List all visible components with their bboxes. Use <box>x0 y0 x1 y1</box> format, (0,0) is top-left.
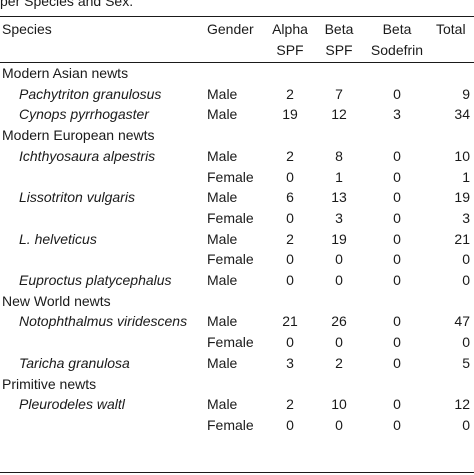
header-sodefrin-line2: Sodefrin <box>370 42 424 58</box>
alpha-spf-cell: 0 <box>286 334 294 351</box>
header-sodefrin-line1: Beta <box>382 21 412 37</box>
total-cell: 10 <box>454 147 470 164</box>
beta-spf-cell: 10 <box>331 396 347 413</box>
header-alpha-line1: Alpha <box>272 21 308 37</box>
total-cell: 0 <box>462 416 470 433</box>
alpha-spf-cell: 0 <box>286 416 294 433</box>
total-cell: 9 <box>462 85 470 102</box>
gender-cell: Female <box>207 334 254 351</box>
alpha-spf-cell: 0 <box>286 209 294 226</box>
alpha-spf-cell: 2 <box>286 147 294 164</box>
total-cell: 0 <box>462 334 470 351</box>
gender-cell: Male <box>207 272 238 288</box>
beta-spf-cell: 8 <box>335 147 343 164</box>
alpha-spf-cell: 0 <box>286 272 294 288</box>
beta-spf-cell: 0 <box>335 416 343 433</box>
beta-sodefrin-cell: 0 <box>393 209 401 226</box>
total-cell: 19 <box>454 189 470 206</box>
gender-cell: Female <box>207 251 254 268</box>
total-cell: 34 <box>454 106 470 123</box>
alpha-spf-cell: 0 <box>286 251 294 268</box>
header-species: Species <box>2 21 52 37</box>
total-cell: 0 <box>462 272 470 288</box>
gender-cell: Male <box>207 147 238 164</box>
species-name: Lissotriton vulgaris <box>19 189 135 206</box>
species-name: Notophthalmus viridescens <box>19 313 188 330</box>
species-name: L. helveticus <box>19 230 97 247</box>
beta-spf-cell: 0 <box>335 272 343 288</box>
group-heading: New World newts <box>2 292 111 309</box>
header-alpha-line2: SPF <box>276 42 304 58</box>
alpha-spf-cell: 2 <box>286 396 294 413</box>
beta-sodefrin-cell: 0 <box>393 85 401 102</box>
header-rule <box>0 62 474 63</box>
alpha-spf-cell: 2 <box>286 230 294 247</box>
species-name: Cynops pyrrhogaster <box>19 106 149 123</box>
beta-spf-cell: 12 <box>331 106 347 123</box>
header-beta-line2: SPF <box>325 42 353 58</box>
beta-sodefrin-cell: 0 <box>393 416 401 433</box>
beta-sodefrin-cell: 0 <box>393 189 401 206</box>
beta-sodefrin-cell: 0 <box>393 334 401 351</box>
beta-spf-cell: 26 <box>331 313 347 330</box>
gender-cell: Male <box>207 189 238 206</box>
species-name: Pachytriton granulosus <box>19 85 162 102</box>
alpha-spf-cell: 19 <box>282 106 298 123</box>
beta-sodefrin-cell: 0 <box>393 272 401 288</box>
gender-cell: Female <box>207 416 254 433</box>
beta-spf-cell: 0 <box>335 251 343 268</box>
species-name: Ichthyosaura alpestris <box>19 147 156 164</box>
species-name: Taricha granulosa <box>19 354 130 371</box>
total-cell: 1 <box>462 168 470 185</box>
beta-spf-cell: 7 <box>335 85 343 102</box>
header-beta-line1: Beta <box>324 21 354 37</box>
beta-sodefrin-cell: 0 <box>393 354 401 371</box>
beta-spf-cell: 0 <box>335 334 343 351</box>
gender-cell: Male <box>207 396 238 413</box>
beta-spf-cell: 3 <box>335 209 343 226</box>
beta-spf-cell: 19 <box>331 230 347 247</box>
alpha-spf-cell: 6 <box>286 189 294 206</box>
alpha-spf-cell: 0 <box>286 168 294 185</box>
total-cell: 21 <box>454 230 470 247</box>
beta-spf-cell: 13 <box>331 189 347 206</box>
alpha-spf-cell: 21 <box>282 313 298 330</box>
gender-cell: Male <box>207 313 238 330</box>
beta-sodefrin-cell: 0 <box>393 251 401 268</box>
gender-cell: Male <box>207 85 238 102</box>
beta-sodefrin-cell: 0 <box>393 396 401 413</box>
beta-sodefrin-cell: 3 <box>393 106 401 123</box>
table-caption: per Species and Sex. <box>0 0 134 9</box>
total-cell: 47 <box>454 313 470 330</box>
group-heading: Modern Asian newts <box>2 65 129 81</box>
alpha-spf-cell: 3 <box>286 354 294 371</box>
gender-cell: Male <box>207 106 238 123</box>
beta-sodefrin-cell: 0 <box>393 313 401 330</box>
alpha-spf-cell: 2 <box>286 85 294 102</box>
beta-sodefrin-cell: 0 <box>393 230 401 247</box>
species-name: Pleurodeles waltl <box>19 396 125 413</box>
total-cell: 12 <box>454 396 470 413</box>
top-rule <box>0 16 474 17</box>
total-cell: 0 <box>462 251 470 268</box>
species-name: Euproctus platycephalus <box>19 272 172 288</box>
header-total: Total <box>436 21 466 37</box>
beta-sodefrin-cell: 0 <box>393 147 401 164</box>
beta-spf-cell: 1 <box>335 168 343 185</box>
beta-sodefrin-cell: 0 <box>393 168 401 185</box>
gender-cell: Female <box>207 168 254 185</box>
header-gender: Gender <box>207 21 254 37</box>
beta-spf-cell: 2 <box>335 354 343 371</box>
group-heading: Modern European newts <box>2 127 155 144</box>
gender-cell: Female <box>207 209 254 226</box>
gender-cell: Male <box>207 354 238 371</box>
group-heading: Primitive newts <box>2 375 97 392</box>
total-cell: 5 <box>462 354 470 371</box>
total-cell: 3 <box>462 209 470 226</box>
gender-cell: Male <box>207 230 238 247</box>
bottom-rule <box>0 472 474 473</box>
